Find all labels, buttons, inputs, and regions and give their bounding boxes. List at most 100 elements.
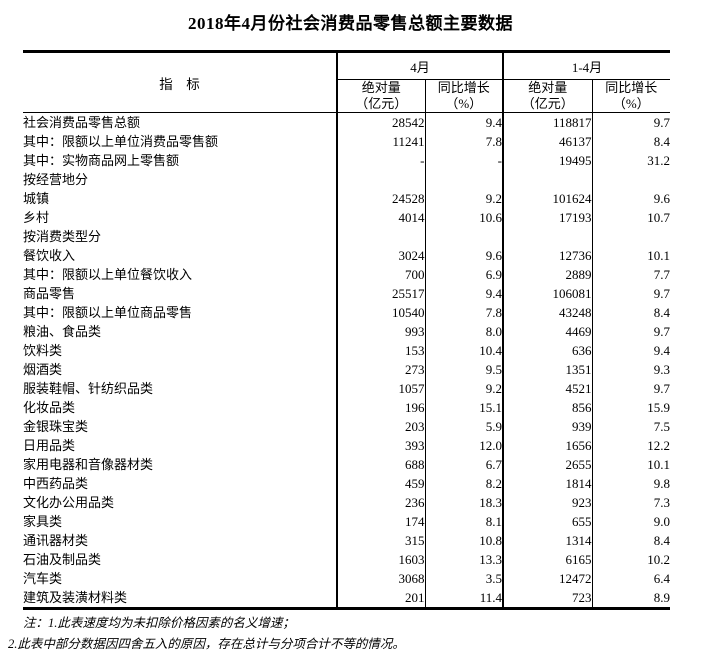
table-row: 其中：限额以上单位消费品零售额 11241 7.8 46137 8.4 — [23, 132, 670, 151]
april-yoy-cell: 6.9 — [425, 265, 505, 284]
jan-apr-absolute-cell: 923 — [503, 493, 593, 512]
table-row: 中西药品类 459 8.2 1814 9.8 — [23, 474, 670, 493]
jan-apr-yoy-cell: 9.4 — [653, 343, 671, 358]
april-absolute-cell: 700 — [337, 265, 426, 284]
jan-apr-absolute-cell: 19495 — [503, 151, 593, 170]
table-row: 其中：实物商品网上零售额 - -19495 31.2 — [23, 151, 670, 170]
indicator-cell: 粮油、食品类 — [23, 322, 338, 341]
jan-apr-yoy-cell: 31.2 — [647, 153, 671, 168]
table-row: 化妆品类 196 15.1 856 15.9 — [23, 398, 670, 417]
jan-apr-absolute-cell: 723 — [503, 588, 593, 609]
jan-apr-absolute-cell: 101624 — [503, 189, 593, 208]
table-row: 家具类 174 8.1 655 9.0 — [23, 512, 670, 531]
table-row: 乡村 4014 10.6 17193 10.7 — [23, 208, 670, 227]
table-body: 社会消费品零售总额 28542 9.4 118817 9.7 其中：限额以上单位消费品零售… — [23, 112, 671, 609]
jan-apr-absolute-cell: 12736 — [503, 246, 593, 265]
table-row: 烟酒类 273 9.5 1351 9.3 — [23, 360, 670, 379]
april-absolute-cell: 203 — [337, 417, 426, 436]
indicator-cell: 其中：限额以上单位商品零售 — [23, 303, 338, 322]
page-title: 2018年4月份社会消费品零售总额主要数据 — [188, 14, 513, 33]
jan-apr-yoy-cell: 9.7 — [653, 286, 671, 301]
april-absolute-cell: 11241 — [337, 132, 426, 151]
jan-apr-absolute-cell — [503, 170, 593, 189]
indicator-cell: 其中：实物商品网上零售额 — [23, 151, 338, 170]
april-yoy-cell: - — [425, 151, 505, 170]
april-yoy-cell — [425, 170, 505, 189]
indicator-cell: 按经营地分 — [23, 170, 338, 189]
april-absolute-cell: 3068 — [337, 569, 426, 588]
jan-apr-yoy-cell: 9.7 — [653, 324, 671, 339]
april-absolute-cell: 10540 — [337, 303, 426, 322]
indicator-cell: 金银珠宝类 — [23, 417, 338, 436]
indicator-cell: 服装鞋帽、针纺织品类 — [23, 379, 338, 398]
april-absolute-cell: - — [337, 151, 426, 170]
absolute-label: 绝对量 — [528, 80, 568, 95]
table-row: 石油及制品类 1603 13.3 6165 10.2 — [23, 550, 670, 569]
indicator-cell: 化妆品类 — [23, 398, 338, 417]
april-yoy-cell: 7.8 — [425, 132, 505, 151]
table-row: 金银珠宝类 203 5.9 939 7.5 — [23, 417, 670, 436]
header-april: 4月 — [337, 51, 505, 80]
april-absolute-cell: 201 — [337, 588, 426, 609]
table-row: 社会消费品零售总额 28542 9.4 118817 9.7 — [23, 112, 671, 132]
jan-apr-absolute-cell: 12472 — [503, 569, 593, 588]
april-yoy-cell: 9.2 — [425, 379, 505, 398]
table-row: 建筑及装潢材料类 201 11.4 723 8.9 — [23, 588, 670, 609]
april-absolute-cell: 459 — [337, 474, 426, 493]
april-yoy-cell: 7.8 — [425, 303, 505, 322]
april-absolute-cell: 393 — [337, 436, 426, 455]
april-yoy-cell: 12.0 — [425, 436, 505, 455]
jan-apr-absolute-cell: 43248 — [503, 303, 593, 322]
jan-apr-yoy-cell: 9.7 — [653, 115, 671, 130]
april-absolute-cell — [337, 227, 426, 246]
april-yoy-cell: 8.1 — [425, 512, 505, 531]
april-absolute-cell: 4014 — [337, 208, 426, 227]
jan-apr-absolute-cell: 118817 — [503, 112, 593, 132]
table-row: 其中：限额以上单位餐饮收入 700 6.9 2889 7.7 — [23, 265, 670, 284]
april-yoy-cell: 18.3 — [425, 493, 505, 512]
table-row: 日用品类 393 12.0 1656 12.2 — [23, 436, 670, 455]
april-yoy-cell: 8.0 — [425, 322, 505, 341]
april-yoy-cell: 15.1 — [425, 398, 505, 417]
table-row: 家用电器和音像器材类 688 6.7 2655 10.1 — [23, 455, 670, 474]
jan-apr-absolute-cell — [503, 227, 593, 246]
indicator-cell: 城镇 — [23, 189, 338, 208]
indicator-cell: 家用电器和音像器材类 — [23, 455, 338, 474]
april-yoy-cell — [425, 227, 505, 246]
jan-apr-absolute-cell: 106081 — [503, 284, 593, 303]
april-yoy-cell: 10.4 — [425, 341, 505, 360]
jan-apr-absolute-cell: 6165 — [503, 550, 593, 569]
jan-apr-yoy-cell: 8.9 — [653, 590, 671, 605]
jan-apr-yoy-cell: 8.4 — [653, 533, 671, 548]
header-april-absolute: 绝对量 （亿元） — [337, 79, 426, 113]
absolute-label: 绝对量 — [361, 80, 401, 95]
indicator-cell: 其中：限额以上单位餐饮收入 — [23, 265, 338, 284]
jan-apr-yoy-cell: 9.0 — [653, 514, 671, 529]
indicator-cell: 文化办公用品类 — [23, 493, 338, 512]
jan-apr-yoy-cell: 10.2 — [647, 552, 671, 567]
indicator-cell: 通讯器材类 — [23, 531, 338, 550]
table-row: 服装鞋帽、针纺织品类 1057 9.2 4521 9.7 — [23, 379, 670, 398]
indicator-cell: 中西药品类 — [23, 474, 338, 493]
jan-apr-absolute-cell: 2655 — [503, 455, 593, 474]
jan-apr-absolute-cell: 4521 — [503, 379, 593, 398]
april-absolute-cell: 273 — [337, 360, 426, 379]
header-indicator: 指 标 — [23, 51, 338, 113]
jan-apr-absolute-cell: 46137 — [503, 132, 593, 151]
april-absolute-cell: 28542 — [337, 112, 426, 132]
jan-apr-yoy-cell: 10.1 — [647, 457, 671, 472]
footnotes: 注：1.此表速度均为未扣除价格因素的名义增速； 2.此表中部分数据因四舍五入的原… — [0, 615, 701, 651]
jan-apr-yoy-cell: 9.3 — [653, 362, 671, 377]
jan-apr-absolute-cell: 17193 — [503, 208, 593, 227]
jan-apr-yoy-cell: 8.4 — [653, 305, 671, 320]
jan-apr-yoy-cell: 7.3 — [653, 495, 671, 510]
indicator-cell: 汽车类 — [23, 569, 338, 588]
april-yoy-cell: 13.3 — [425, 550, 505, 569]
jan-apr-absolute-cell: 636 — [503, 341, 593, 360]
header-april-yoy: 同比增长 （%） — [425, 79, 505, 113]
april-absolute-cell: 196 — [337, 398, 426, 417]
indicator-cell: 建筑及装潢材料类 — [23, 588, 338, 609]
april-absolute-cell: 236 — [337, 493, 426, 512]
april-yoy-cell: 9.2 — [425, 189, 505, 208]
april-yoy-cell: 9.5 — [425, 360, 505, 379]
